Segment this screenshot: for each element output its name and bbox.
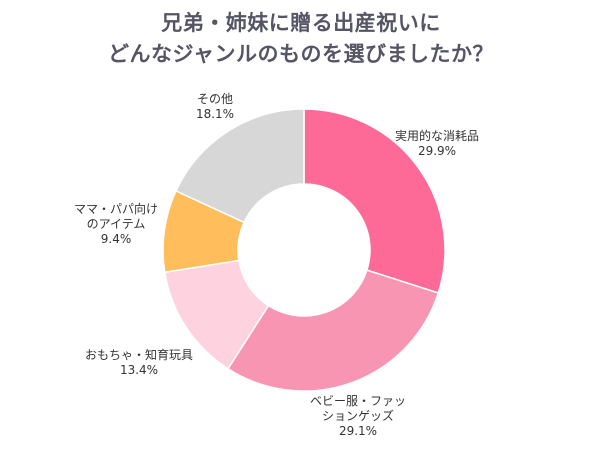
slice-category-2-line-0: おもちゃ・知育玩具 bbox=[85, 347, 193, 362]
slice-labels: 実用的な消耗品 29.9% ベビー服・ファッションゲッズ 29.1% おもちゃ・知育玩具… bbox=[74, 92, 479, 438]
slice-value-1: 29.1% bbox=[339, 424, 377, 438]
slice-label-3: ママ・パパ向けのアイテム 9.4% bbox=[74, 201, 158, 246]
slice-label-1: ベビー服・ファッションゲッズ 29.1% bbox=[310, 394, 406, 438]
slice-label-0: 実用的な消耗品 29.9% bbox=[395, 128, 479, 158]
slice-category-1-line-0: ベビー服・ファッ bbox=[310, 394, 406, 408]
chart-title: 兄弟・姉妹に贈る出産祝いに どんなジャンルのものを選びましたか？ bbox=[0, 8, 602, 70]
chart-title-line-2: どんなジャンルのものを選びましたか？ bbox=[108, 42, 494, 66]
slice-category-1-line-1: ションゲッズ bbox=[322, 408, 394, 423]
slice-value-0: 29.9% bbox=[418, 144, 456, 158]
slice-category-3-line-0: ママ・パパ向け bbox=[74, 201, 158, 216]
chart-title-line-1: 兄弟・姉妹に贈る出産祝いに bbox=[161, 11, 441, 35]
donut-slice-1 bbox=[226, 269, 440, 392]
slice-category-4-line-0: その他 bbox=[197, 92, 233, 106]
donut-slices bbox=[162, 108, 446, 392]
donut-slice-4 bbox=[174, 108, 305, 224]
slice-value-2: 13.4% bbox=[120, 363, 158, 377]
slice-label-2: おもちゃ・知育玩具 13.4% bbox=[85, 347, 193, 377]
slice-value-3: 9.4% bbox=[101, 232, 132, 246]
slice-label-4: その他 18.1% bbox=[196, 92, 234, 121]
donut-slice-0 bbox=[303, 108, 446, 294]
slice-value-4: 18.1% bbox=[196, 107, 234, 121]
slice-category-0-line-0: 実用的な消耗品 bbox=[395, 128, 479, 143]
slice-category-3-line-1: のアイテム bbox=[87, 217, 146, 231]
